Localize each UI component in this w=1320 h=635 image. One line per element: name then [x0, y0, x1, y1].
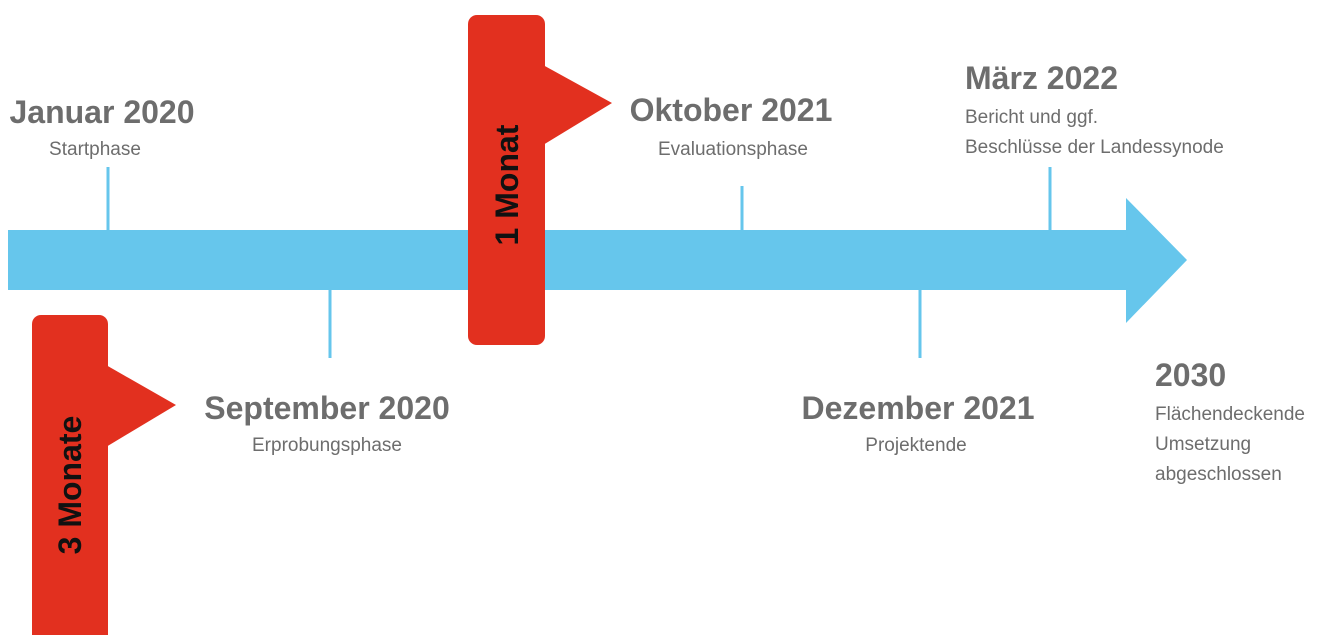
milestone-text: Projektende [865, 435, 966, 456]
arrow-head [1126, 198, 1187, 323]
milestone-title: Dezember 2021 [801, 390, 1034, 426]
callout-pointer [543, 65, 612, 145]
milestone-text: Evaluationsphase [658, 139, 808, 160]
milestone-text: Erprobungsphase [252, 435, 402, 456]
callout-label: 3 Monate [52, 416, 88, 555]
milestone-text: Bericht und ggf. [965, 107, 1098, 128]
callout: 3 Monate [32, 315, 176, 635]
milestone-title: September 2020 [204, 390, 449, 426]
milestone-text: Flächendeckende [1155, 404, 1305, 425]
callout-box [32, 315, 108, 635]
milestone-text: Startphase [49, 139, 141, 160]
milestone-text: Umsetzung [1155, 434, 1251, 455]
milestone-title: Januar 2020 [9, 94, 194, 130]
callout: 1 Monat [468, 15, 612, 345]
milestone-title: Oktober 2021 [630, 92, 833, 128]
timeline-bar [8, 230, 1130, 290]
callout-box [468, 15, 545, 345]
milestone-text: Beschlüsse der Landessynode [965, 137, 1224, 158]
callout-pointer [106, 365, 176, 447]
milestone-title: 2030 [1155, 357, 1226, 393]
callout-label: 1 Monat [489, 124, 525, 245]
milestone-title: März 2022 [965, 60, 1118, 96]
milestone-text: abgeschlossen [1155, 464, 1282, 485]
